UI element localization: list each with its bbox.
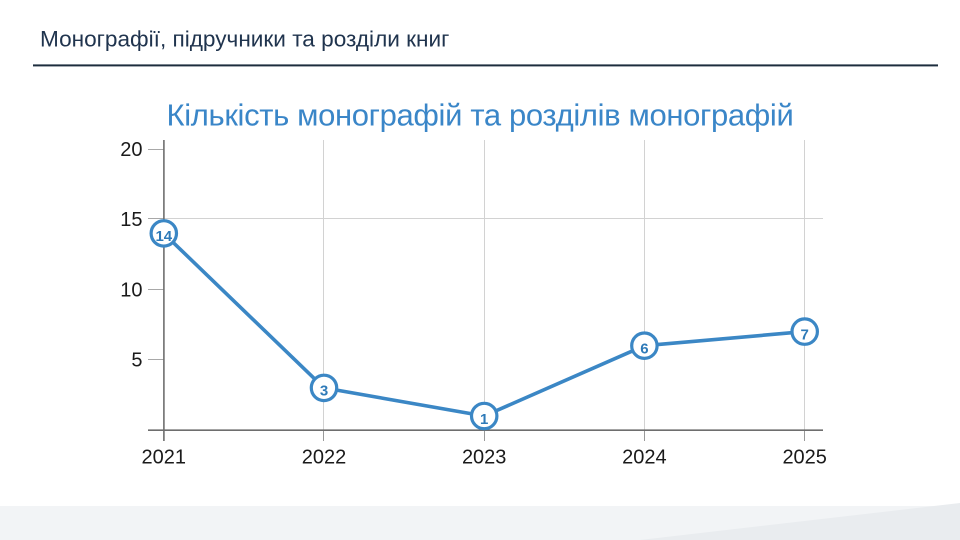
svg-text:5: 5 [131,350,142,372]
svg-text:7: 7 [801,326,809,343]
svg-text:Кількість монографій та розділ: Кількість монографій та розділів моногра… [167,97,794,132]
svg-text:15: 15 [120,209,142,231]
svg-text:14: 14 [155,228,172,245]
svg-text:20: 20 [120,139,142,161]
svg-text:2024: 2024 [622,447,667,469]
svg-text:6: 6 [640,341,648,358]
svg-text:2023: 2023 [462,447,507,469]
svg-text:Монографії, підручники та розд: Монографії, підручники та розділи книг [40,27,449,52]
svg-text:1: 1 [480,411,488,428]
svg-text:2022: 2022 [302,447,347,469]
svg-text:2021: 2021 [142,447,187,469]
svg-text:10: 10 [120,279,142,301]
svg-text:2025: 2025 [782,447,827,469]
svg-text:3: 3 [320,383,328,400]
